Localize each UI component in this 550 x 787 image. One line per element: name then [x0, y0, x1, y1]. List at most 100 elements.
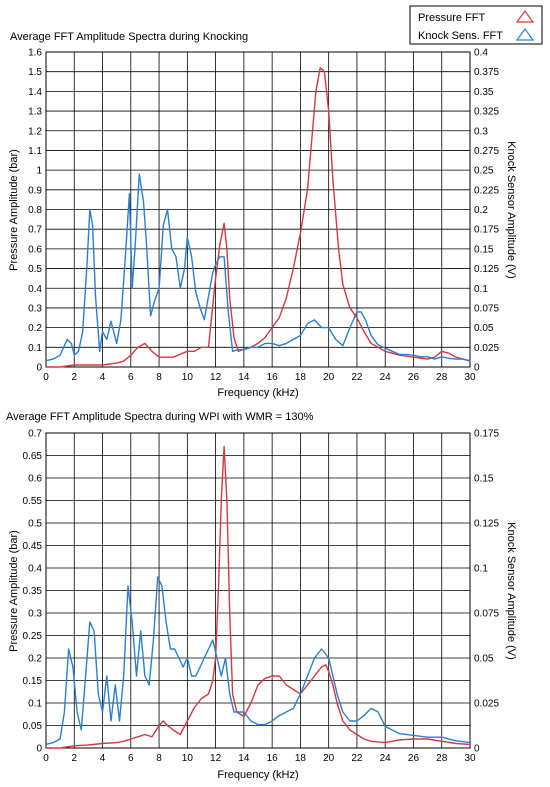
chart-wpi-x-tick-label: 10 — [182, 753, 194, 764]
chart-wpi-y2-ticks: 0 0.025 0.05 0.075 0.1 0.125 0.15 0.175 — [474, 429, 499, 755]
chart-wpi-y-tick-label: 0.45 — [23, 541, 43, 552]
chart-wpi-knock-sensor-fft-line — [45, 576, 471, 746]
chart-knocking-pressure-fft-line — [46, 67, 471, 368]
chart-wpi-y2-axis-label: Knock Sensor Amplitude (V) — [505, 522, 517, 660]
chart-wpi-y2-tick-label: 0.1 — [474, 564, 488, 575]
chart-knocking-y2-tick-label: 0.05 — [474, 323, 494, 334]
chart-wpi-series — [45, 445, 471, 749]
chart-knocking-y-tick-label: 0.6 — [28, 244, 42, 255]
chart-knocking-y2-tick-label: 0.325 — [474, 107, 499, 118]
chart-wpi-x-tick-label: 8 — [156, 753, 162, 764]
chart-knocking-y2-axis-label: Knock Sensor Amplitude (V) — [505, 141, 517, 279]
chart-knocking-y-tick-label: 1.5 — [28, 67, 42, 78]
chart-knocking-y-tick-label: 1 — [36, 166, 42, 177]
chart-wpi-x-tick-label: 22 — [351, 753, 363, 764]
chart-knocking-x-tick-label: 24 — [380, 372, 392, 383]
chart-knocking-y-tick-label: 1.2 — [28, 126, 42, 137]
chart-wpi-x-tick-label: 24 — [380, 753, 392, 764]
chart-wpi: Average FFT Amplitude Spectra during WPI… — [6, 411, 517, 781]
chart-knocking-x-tick-label: 2 — [71, 372, 77, 383]
chart-wpi-x-tick-label: 18 — [295, 753, 307, 764]
chart-knocking-series — [45, 67, 471, 368]
chart-knocking-x-tick-label: 6 — [128, 372, 134, 383]
chart-knocking-plot-frame — [45, 51, 471, 368]
chart-knocking-y-tick-label: 1.4 — [28, 87, 42, 98]
chart-wpi-y-tick-label: 0.35 — [23, 586, 43, 597]
chart-knocking-y-tick-label: 0.7 — [28, 225, 42, 236]
chart-wpi-x-tick-label: 4 — [100, 753, 106, 764]
chart-knocking-y2-tick-label: 0.4 — [474, 48, 488, 59]
chart-knocking-y2-tick-label: 0.3 — [474, 126, 488, 137]
chart-knocking-y2-tick-label: 0.1 — [474, 284, 488, 295]
chart-knocking-x-tick-label: 12 — [210, 372, 222, 383]
chart-knocking-knock-sensor-fft-line — [45, 173, 471, 362]
legend-swatch-knock-sensor-icon — [515, 27, 535, 41]
chart-knocking-grid — [45, 51, 471, 368]
chart-knocking-x-tick-label: 22 — [351, 372, 363, 383]
chart-knocking-y-tick-label: 1.1 — [28, 146, 42, 157]
chart-knocking-x-tick-label: 8 — [156, 372, 162, 383]
chart-knocking-x-ticks: 0 2 4 6 8 10 12 14 16 18 20 22 24 26 28 30 — [43, 372, 476, 383]
chart-knocking-y-tick-label: 1.6 — [28, 48, 42, 59]
chart-knocking-y2-tick-label: 0 — [474, 363, 480, 374]
chart-wpi-y-tick-label: 0.6 — [28, 474, 42, 485]
chart-knocking-x-tick-label: 18 — [295, 372, 307, 383]
chart-knocking-y2-tick-label: 0.15 — [474, 244, 494, 255]
chart-wpi-y-tick-label: 0.15 — [23, 676, 43, 687]
chart-knocking: Average FFT Amplitude Spectra during Kno… — [8, 31, 517, 399]
legend-swatch-pressure-icon — [515, 9, 535, 23]
chart-knocking-y-tick-label: 0.4 — [28, 284, 42, 295]
legend-label-pressure: Pressure FFT — [418, 12, 486, 24]
chart-knocking-x-tick-label: 28 — [436, 372, 448, 383]
chart-knocking-y-tick-label: 0.3 — [28, 303, 42, 314]
chart-knocking-y-tick-label: 0 — [36, 363, 42, 374]
chart-knocking-title: Average FFT Amplitude Spectra during Kno… — [10, 31, 248, 43]
chart-wpi-x-tick-label: 12 — [210, 753, 222, 764]
chart-wpi-y2-tick-label: 0.15 — [474, 474, 494, 485]
chart-wpi-y2-tick-label: 0.125 — [474, 519, 499, 530]
chart-wpi-y-tick-label: 0.55 — [23, 496, 43, 507]
chart-knocking-y2-tick-label: 0.275 — [474, 146, 499, 157]
chart-knocking-y-tick-label: 1.3 — [28, 107, 42, 118]
chart-wpi-y-tick-label: 0.3 — [28, 609, 42, 620]
chart-knocking-y-tick-label: 0.2 — [28, 323, 42, 334]
chart-wpi-y-tick-label: 0.1 — [28, 699, 42, 710]
chart-wpi-y-ticks: 0 0.05 0.1 0.15 0.2 0.25 0.3 0.35 0.4 0.45 0.5 0.55… — [23, 429, 43, 755]
legend-label-knock-sensor: Knock Sens. FFT — [418, 30, 503, 42]
chart-wpi-plot-frame — [45, 432, 471, 749]
chart-wpi-y-tick-label: 0.25 — [23, 631, 43, 642]
chart-wpi-y-tick-label: 0.4 — [28, 564, 42, 575]
chart-knocking-x-axis-label: Frequency (kHz) — [217, 387, 298, 399]
chart-knocking-x-tick-label: 20 — [323, 372, 335, 383]
chart-wpi-y-tick-label: 0.2 — [28, 654, 42, 665]
chart-knocking-y2-tick-label: 0.375 — [474, 67, 499, 78]
chart-wpi-x-ticks: 0 2 4 6 8 10 12 14 16 18 20 22 24 26 28 30 — [43, 753, 476, 764]
chart-wpi-x-tick-label: 2 — [71, 753, 77, 764]
chart-wpi-x-tick-label: 28 — [436, 753, 448, 764]
chart-knocking-y-tick-label: 0.9 — [28, 185, 42, 196]
chart-knocking-y-tick-label: 0.1 — [28, 343, 42, 354]
chart-knocking-x-tick-label: 10 — [182, 372, 194, 383]
chart-knocking-y-tick-label: 0.5 — [28, 264, 42, 275]
chart-knocking-y2-tick-label: 0.125 — [474, 264, 499, 275]
chart-wpi-y-tick-label: 0 — [36, 744, 42, 755]
chart-wpi-grid — [45, 432, 471, 749]
chart-knocking-x-tick-label: 4 — [100, 372, 106, 383]
chart-knocking-y2-tick-label: 0.35 — [474, 87, 494, 98]
chart-knocking-x-tick-label: 0 — [43, 372, 49, 383]
chart-knocking-x-tick-label: 30 — [464, 372, 476, 383]
chart-knocking-x-tick-label: 16 — [267, 372, 279, 383]
legend: Pressure FFT Knock Sens. FFT — [409, 5, 543, 45]
chart-wpi-y2-tick-label: 0 — [474, 744, 480, 755]
chart-wpi-x-tick-label: 30 — [464, 753, 476, 764]
chart-wpi-y2-tick-label: 0.075 — [474, 609, 499, 620]
chart-wpi-x-tick-label: 14 — [238, 753, 250, 764]
chart-knocking-y2-tick-label: 0.025 — [474, 343, 499, 354]
chart-knocking-y-axis-label: Pressure Amplitude (bar) — [8, 149, 20, 271]
legend-box — [409, 5, 543, 45]
chart-wpi-x-tick-label: 6 — [128, 753, 134, 764]
chart-wpi-y-tick-label: 0.5 — [28, 519, 42, 530]
chart-wpi-y2-tick-label: 0.025 — [474, 699, 499, 710]
chart-knocking-y-ticks: 0 0.1 0.2 0.3 0.4 0.5 0.6 0.7 0.8 0.9 1 1.1 1.2 1.3 1.… — [28, 48, 42, 374]
chart-wpi-y-tick-label: 0.05 — [23, 721, 43, 732]
